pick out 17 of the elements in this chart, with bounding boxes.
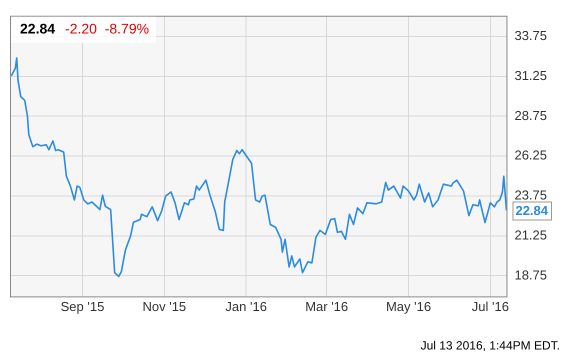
x-tick-label: May '16 (386, 298, 432, 314)
x-tick-label: Jan '16 (225, 298, 267, 314)
annotation: 22.84 (515, 203, 549, 218)
x-tick-label: Sep '15 (60, 298, 104, 314)
y-tick-label: 28.75 (514, 108, 548, 123)
chart-subtitle: -2.20 -8.79% (65, 20, 150, 37)
y-tick-label: 26.25 (514, 148, 548, 163)
y-tick-label: 18.75 (514, 267, 548, 282)
y-tick-label: 33.75 (514, 28, 548, 44)
x-tick-label: Nov '15 (142, 298, 186, 314)
y-tick-label: 31.25 (514, 68, 548, 83)
chart-title: 22.84 (20, 20, 56, 37)
text: Jul 13 2016, 1:44PM EDT. (420, 338, 560, 352)
x-tick-label: Jul '16 (472, 298, 509, 314)
x-tick-label: Mar '16 (305, 298, 348, 314)
y-tick-label: 23.75 (514, 188, 548, 203)
y-tick-label: 21.25 (514, 227, 548, 242)
